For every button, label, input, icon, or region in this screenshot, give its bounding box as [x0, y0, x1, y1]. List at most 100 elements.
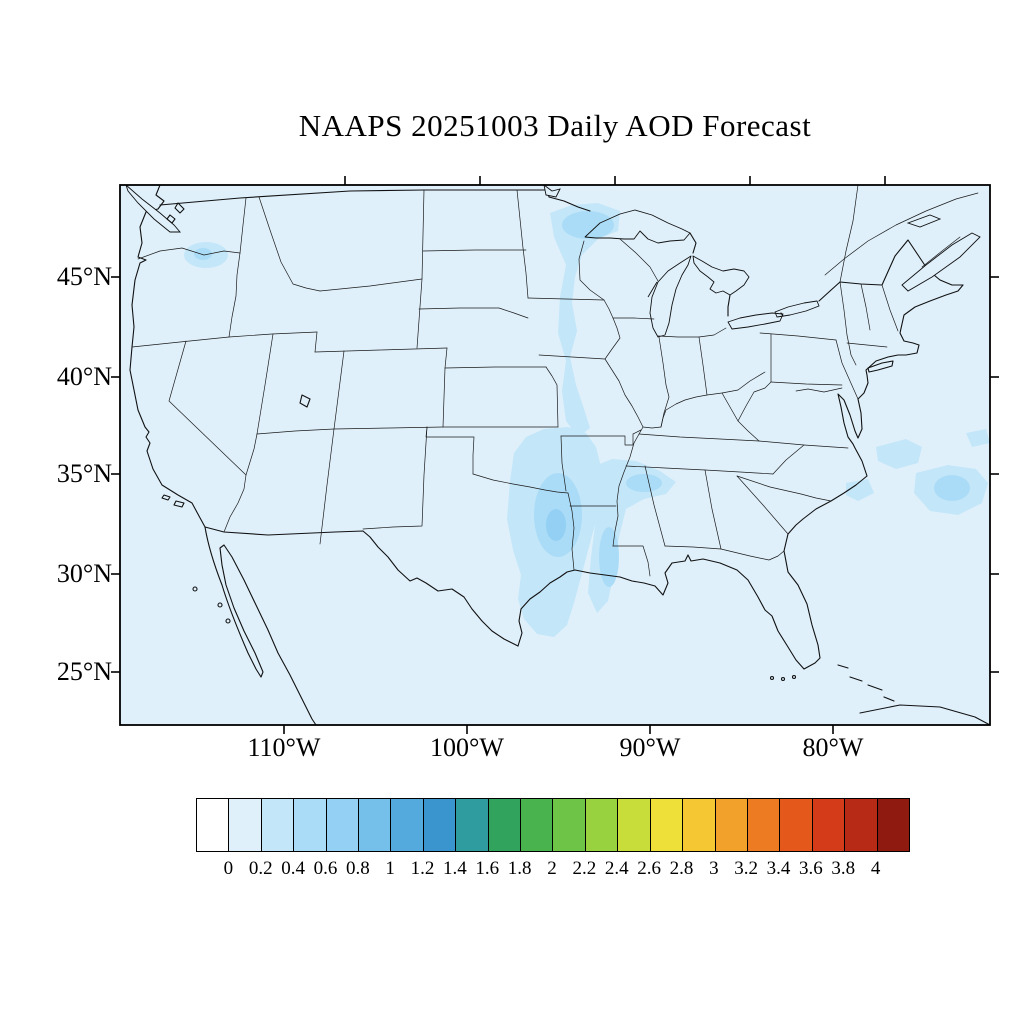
border-wa-id [239, 197, 247, 254]
colorbar-tick-label: 1 [385, 858, 395, 879]
border-35n [625, 465, 774, 475]
puget-sound-islands [166, 202, 185, 224]
border-sd-ne [418, 307, 529, 319]
colorbar-tick-label: 0.4 [281, 858, 305, 879]
colorbar-cell [488, 799, 522, 851]
border-lakes-links [689, 232, 964, 317]
top-ticks [344, 176, 886, 185]
colorbar-tick-label: 3.8 [831, 858, 856, 879]
lat-label-30n: 30°N [56, 559, 112, 588]
bottom-ticks [283, 725, 834, 734]
border-mo-west [545, 366, 559, 428]
border-ohio-river [642, 371, 766, 429]
border-id-mt [258, 196, 321, 292]
colorbar-cells [196, 798, 910, 852]
lon-label-110w: 110°W [247, 733, 321, 762]
lat-label-40n: 40°N [56, 362, 112, 391]
colorbar-tick-label: 3.6 [799, 858, 823, 879]
border-ma-ct [846, 342, 888, 348]
colorbar-cell [391, 799, 424, 851]
aod-patch-atlantic-3 [846, 479, 874, 501]
left-ticks [111, 276, 120, 673]
border-tn-nc [772, 444, 805, 475]
aod-core-superior [562, 211, 614, 239]
colorbar-cell [618, 799, 651, 851]
colorbar-cell [326, 799, 360, 851]
border-ar-mo [560, 429, 642, 446]
border-mi-south [657, 327, 727, 338]
pacific-coastline [129, 185, 206, 528]
colorbar-cell [683, 799, 716, 851]
border-mt-wy [319, 278, 423, 292]
border-ok-panhandle [425, 426, 475, 475]
cuba-coastline [859, 704, 990, 725]
border-pa-ny [759, 332, 837, 341]
lake-ontario [774, 300, 820, 318]
right-ticks [990, 276, 999, 673]
aod-core-atlantic [934, 475, 970, 501]
border-potomac [795, 387, 843, 393]
colorbar-cell [845, 799, 878, 851]
border-nc-sc [736, 475, 832, 502]
aod-patches [184, 203, 990, 637]
baja-california-coastline [204, 526, 317, 725]
colorbar-cell [585, 799, 619, 851]
lat-label-45n: 45°N [56, 262, 112, 291]
border-ga-al [704, 469, 722, 550]
lon-label-90w: 90°W [619, 733, 681, 762]
colorbar-cell [715, 799, 748, 851]
state-borders [131, 189, 899, 577]
lat-label-25n: 25°N [56, 657, 112, 686]
us-mexico-border [204, 526, 519, 647]
border-41n [314, 347, 448, 353]
border-wa-or [137, 247, 241, 260]
colorbar-cell [877, 799, 909, 851]
border-ok-ar [560, 435, 567, 492]
canada-mexico [159, 185, 981, 647]
colorbar-tick-label: 0.6 [313, 858, 338, 879]
colorbar-cell [359, 799, 392, 851]
colorbar-tick-label: 2.2 [572, 858, 597, 879]
colorbar-tick-label: 2.8 [669, 858, 694, 879]
border-ut-wy [314, 331, 318, 353]
colorbar-cell [423, 799, 457, 851]
aod-patch-minnesota-band [550, 203, 620, 437]
coastlines [125, 185, 990, 725]
colorbar-cell [261, 799, 295, 851]
border-mason-dixon [770, 381, 843, 386]
colorbar-cell [553, 799, 586, 851]
lon-label-100w: 100°W [430, 733, 504, 762]
border-109w [319, 350, 345, 545]
border-ne-ks [444, 366, 547, 369]
border-wi-il [612, 317, 655, 320]
lon-label-80w: 80°W [802, 733, 864, 762]
colorbar-tick-label: 3 [709, 858, 719, 879]
border-nj-delaware [835, 339, 859, 400]
colorbar-cell [780, 799, 813, 851]
colorbar-tick-label: 1.8 [507, 858, 532, 879]
lake-superior [584, 209, 691, 244]
lat-label-35n: 35°N [56, 459, 112, 488]
border-nm-tx [362, 426, 428, 530]
nova-scotia [901, 232, 981, 292]
border-nv-ut [256, 333, 274, 435]
new-brunswick-coast [921, 236, 961, 268]
colorbar-tick-label: 1.6 [475, 858, 500, 879]
border-ky-tn [638, 433, 760, 442]
border-ca-nv [168, 340, 247, 476]
great-lakes [584, 209, 820, 338]
colorbar-tick-label: 0.8 [345, 858, 370, 879]
prince-edward-island [906, 214, 942, 228]
aod-patch-atlantic-1 [876, 439, 922, 469]
colorbar-tick-label: 1.2 [410, 858, 435, 879]
map-frame [119, 184, 991, 726]
colorbar-labels: 0 0.2 0.4 0.6 0.8 1 1.2 1.4 1.6 1.8 2 2.2 2.4 2.6 2.8 3… [196, 858, 908, 884]
lake-of-the-woods [543, 185, 561, 198]
lake-erie [727, 312, 784, 330]
aod-core-mississippi [599, 527, 619, 587]
colorbar-tick-label: 2.4 [604, 858, 629, 879]
border-il-in [658, 336, 670, 428]
colorbar-cell [650, 799, 684, 851]
gulf-atlantic-coastline [517, 284, 964, 670]
colorbar-tick-label: 3.4 [766, 858, 791, 879]
